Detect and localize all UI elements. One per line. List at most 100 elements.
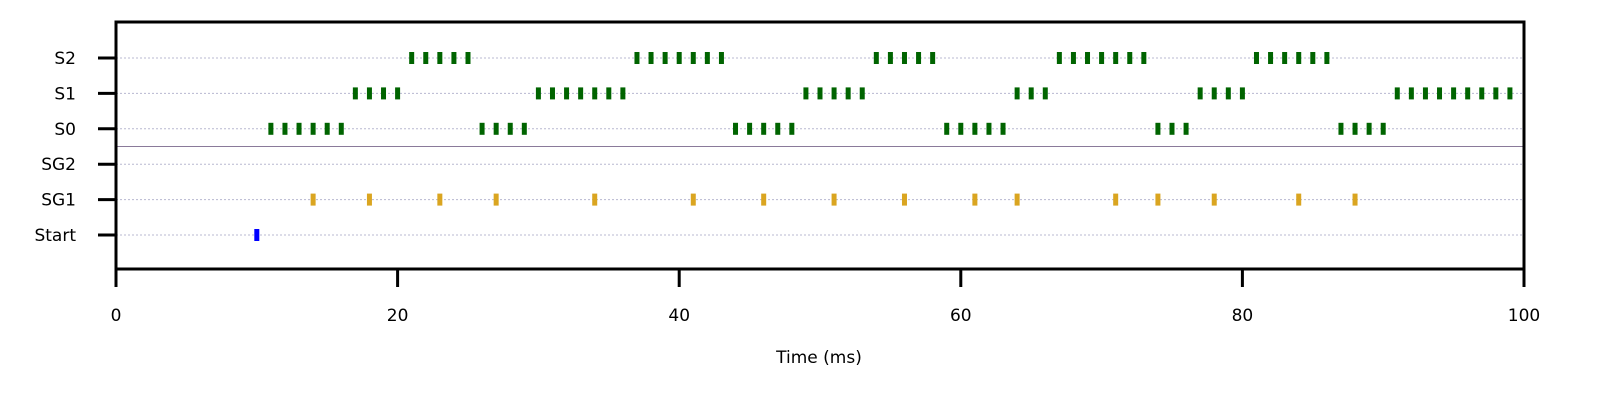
event-mark-s0: [282, 122, 288, 135]
event-mark-s1: [1225, 87, 1231, 100]
event-mark-s0: [733, 122, 739, 135]
event-mark-s2: [634, 52, 640, 64]
event-mark-s2: [662, 52, 668, 64]
event-mark-s2: [1056, 52, 1062, 64]
x-tick-label-100: 100: [1508, 306, 1540, 326]
event-mark-s0: [324, 122, 330, 135]
event-mark-s2: [901, 52, 907, 64]
event-mark-sg1: [1296, 193, 1302, 206]
event-mark-s0: [479, 122, 485, 135]
event-mark-s0: [958, 122, 964, 135]
event-mark-s0: [521, 122, 527, 135]
event-mark-s1: [1422, 87, 1428, 100]
event-mark-s1: [1465, 87, 1471, 100]
event-mark-sg1: [310, 193, 316, 206]
event-mark-s0: [1169, 122, 1175, 135]
event-mark-s1: [817, 87, 823, 100]
y-tick-label-start: Start: [34, 226, 76, 246]
x-tick-label-0: 0: [111, 306, 122, 326]
event-mark-s2: [1282, 52, 1288, 64]
event-mark-s1: [1042, 87, 1048, 100]
event-mark-s1: [1437, 87, 1443, 100]
event-mark-s1: [1028, 87, 1034, 100]
event-mark-s0: [972, 122, 978, 135]
event-mark-sg1: [1155, 193, 1161, 206]
event-mark-s2: [887, 52, 893, 64]
y-tick-label-s1: S1: [54, 84, 76, 104]
event-mark-sg1: [1211, 193, 1217, 206]
event-mark-sg1: [437, 193, 443, 206]
event-mark-s2: [1099, 52, 1105, 64]
event-mark-s2: [648, 52, 654, 64]
event-mark-s0: [1155, 122, 1161, 135]
event-mark-s2: [1113, 52, 1119, 64]
event-mark-s1: [352, 87, 358, 100]
event-mark-s1: [803, 87, 809, 100]
event-mark-sg1: [901, 193, 907, 206]
plot-frame: [114, 20, 1526, 271]
event-mark-s0: [268, 122, 274, 135]
event-mark-s0: [493, 122, 499, 135]
event-mark-s2: [690, 52, 696, 64]
y-tick-label-s0: S0: [54, 120, 76, 140]
event-mark-s0: [761, 122, 767, 135]
event-mark-s1: [1479, 87, 1485, 100]
event-mark-s2: [873, 52, 879, 64]
event-mark-s1: [1197, 87, 1203, 100]
event-mark-sg1: [690, 193, 696, 206]
grid-lines: [116, 57, 1524, 236]
event-mark-s1: [1493, 87, 1499, 100]
event-mark-s2: [1324, 52, 1330, 64]
event-mark-s2: [1141, 52, 1147, 64]
x-tick-label-60: 60: [950, 306, 972, 326]
event-mark-s1: [845, 87, 851, 100]
event-mark-s1: [395, 87, 401, 100]
event-mark-s1: [381, 87, 387, 100]
event-mark-s0: [747, 122, 753, 135]
event-marks: [254, 52, 1513, 241]
event-mark-s0: [507, 122, 513, 135]
event-mark-s2: [1253, 52, 1259, 64]
event-mark-sg1: [1113, 193, 1119, 206]
event-mark-s1: [859, 87, 865, 100]
event-mark-s2: [676, 52, 682, 64]
event-mark-s2: [423, 52, 429, 64]
event-mark-sg1: [761, 193, 767, 206]
event-mark-s2: [1268, 52, 1274, 64]
event-mark-s2: [718, 52, 724, 64]
event-mark-s2: [704, 52, 710, 64]
axes: Start SG1 SG2 S0 S1 S2 0 20 40 60 80 100: [34, 20, 1540, 326]
event-mark-s2: [1085, 52, 1091, 64]
event-mark-s2: [930, 52, 936, 64]
event-mark-s1: [606, 87, 612, 100]
event-mark-s0: [775, 122, 781, 135]
event-mark-sg1: [972, 193, 978, 206]
event-mark-s1: [1408, 87, 1414, 100]
y-tick-label-sg1: SG1: [41, 191, 76, 211]
event-mark-sg1: [366, 193, 372, 206]
event-mark-s1: [1394, 87, 1400, 100]
y-tick-label-sg2: SG2: [41, 155, 76, 175]
x-tick-label-20: 20: [387, 306, 409, 326]
event-mark-s0: [1000, 122, 1006, 135]
event-mark-s1: [1239, 87, 1245, 100]
x-tick-label-40: 40: [668, 306, 690, 326]
event-mark-s2: [409, 52, 415, 64]
event-mark-s1: [549, 87, 555, 100]
event-mark-s2: [1310, 52, 1316, 64]
event-mark-sg1: [831, 193, 837, 206]
event-mark-s2: [916, 52, 922, 64]
event-mark-s1: [1211, 87, 1217, 100]
event-mark-s1: [1014, 87, 1020, 100]
event-mark-s1: [564, 87, 570, 100]
event-mark-sg1: [592, 193, 598, 206]
event-mark-s0: [338, 122, 344, 135]
event-mark-s0: [1366, 122, 1372, 135]
event-mark-s0: [1338, 122, 1344, 135]
event-mark-s2: [451, 52, 457, 64]
x-axis-label: Time (ms): [775, 348, 862, 368]
event-mark-start: [254, 229, 260, 241]
event-mark-s1: [535, 87, 541, 100]
event-mark-s2: [1070, 52, 1076, 64]
